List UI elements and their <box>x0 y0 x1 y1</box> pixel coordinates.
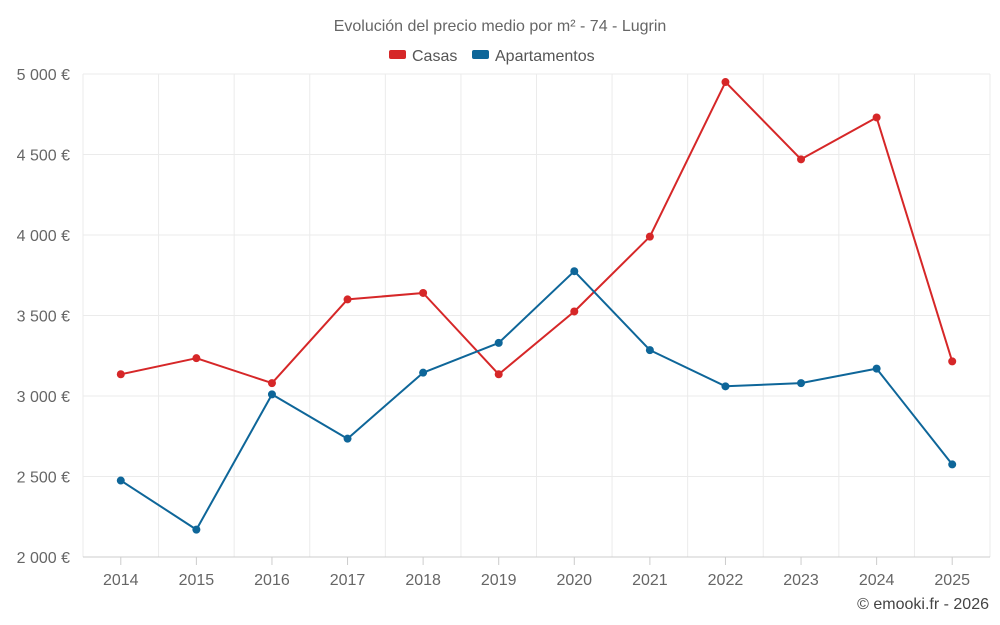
data-point-casas[interactable] <box>192 354 201 363</box>
series-line-casas <box>120 81 954 385</box>
y-tick-label: 2 500 € <box>17 470 70 487</box>
legend[interactable]: Casas Apartamentos <box>389 48 595 65</box>
x-tick-label: 2016 <box>254 572 290 589</box>
y-tick-label: 3 000 € <box>17 389 70 406</box>
data-point-casas[interactable] <box>343 295 352 304</box>
legend-item-apartamentos[interactable]: Apartamentos <box>472 48 595 65</box>
data-point-apartamentos[interactable] <box>721 382 730 391</box>
x-tick-label: 2023 <box>783 572 819 589</box>
chart-title: Evolución del precio medio por m² - 74 -… <box>334 18 667 35</box>
x-axis: 2014 2015 2016 2017 2018 2019 2020 2021 2022 2023… <box>103 557 970 589</box>
x-tick-label: 2020 <box>556 572 592 589</box>
data-point-apartamentos[interactable] <box>267 390 276 399</box>
grid <box>82 73 991 558</box>
data-point-casas[interactable] <box>267 379 276 388</box>
credit-text: © emooki.fr - 2026 <box>857 596 989 613</box>
data-point-apartamentos[interactable] <box>570 267 579 276</box>
x-tick-label: 2017 <box>330 572 366 589</box>
data-point-casas[interactable] <box>797 155 806 164</box>
x-tick-label: 2019 <box>481 572 517 589</box>
data-point-apartamentos[interactable] <box>645 346 654 355</box>
data-point-apartamentos[interactable] <box>494 338 503 347</box>
x-tick-label: 2014 <box>103 572 139 589</box>
data-point-casas[interactable] <box>721 78 730 87</box>
x-tick-label: 2018 <box>405 572 441 589</box>
y-tick-label: 5 000 € <box>17 67 70 84</box>
x-tick-label: 2021 <box>632 572 668 589</box>
x-tick-label: 2022 <box>708 572 744 589</box>
data-point-casas[interactable] <box>948 357 957 366</box>
series-line-apartamentos <box>120 270 953 531</box>
x-tick-label: 2025 <box>934 572 970 589</box>
legend-swatch-apartamentos <box>472 50 489 59</box>
data-point-casas[interactable] <box>116 370 125 379</box>
data-point-casas[interactable] <box>494 370 503 379</box>
y-axis: 2 000 € 2 500 € 3 000 € 3 500 € 4 000 € 4 500… <box>17 67 70 567</box>
data-point-casas[interactable] <box>570 307 579 316</box>
data-point-apartamentos[interactable] <box>797 379 806 388</box>
data-point-casas[interactable] <box>419 288 428 297</box>
data-point-casas[interactable] <box>645 232 654 241</box>
legend-swatch-casas <box>389 50 406 59</box>
y-tick-label: 4 500 € <box>17 148 70 165</box>
y-tick-label: 4 000 € <box>17 228 70 245</box>
legend-label-apartamentos: Apartamentos <box>495 48 595 65</box>
data-point-apartamentos[interactable] <box>192 525 201 534</box>
data-point-apartamentos[interactable] <box>116 476 125 485</box>
legend-item-casas[interactable]: Casas <box>389 48 457 65</box>
data-point-apartamentos[interactable] <box>872 364 881 373</box>
y-tick-label: 3 500 € <box>17 309 70 326</box>
data-point-casas[interactable] <box>872 113 881 122</box>
series-group <box>116 78 957 534</box>
data-point-apartamentos[interactable] <box>419 368 428 377</box>
data-point-apartamentos[interactable] <box>948 460 957 469</box>
x-tick-label: 2024 <box>859 572 895 589</box>
data-point-apartamentos[interactable] <box>343 434 352 443</box>
y-tick-label: 2 000 € <box>17 550 70 567</box>
legend-label-casas: Casas <box>412 48 457 65</box>
x-tick-label: 2015 <box>179 572 215 589</box>
